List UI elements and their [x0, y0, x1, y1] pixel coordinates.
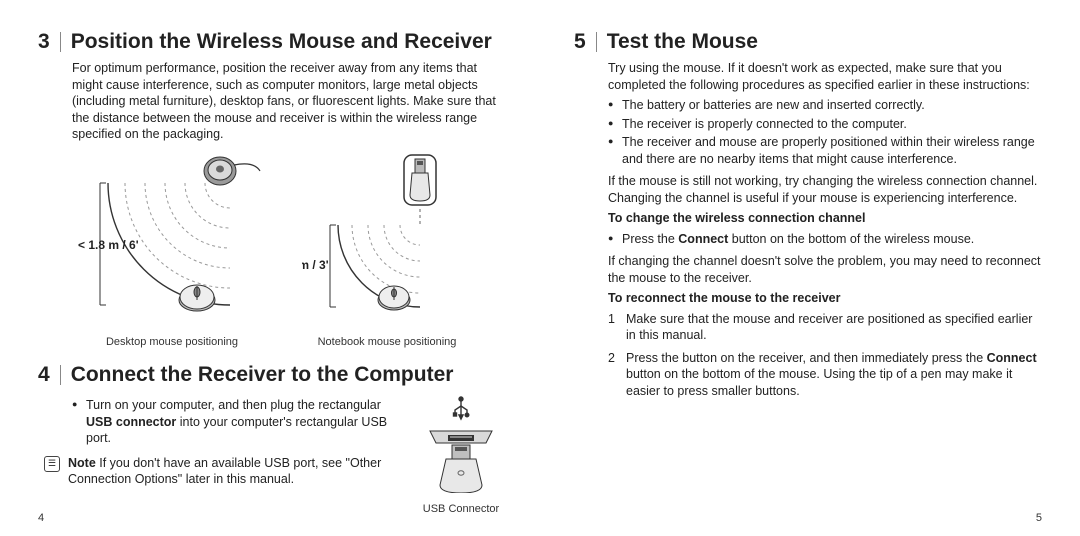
list-item: The battery or batteries are new and ins…: [608, 97, 1042, 114]
section-4-body: Turn on your computer, and then plug the…: [72, 393, 506, 516]
s5-intro: Try using the mouse. If it doesn't work …: [608, 60, 1042, 93]
range-label: < 1.8 m / 6': [78, 238, 139, 252]
section-3-head: 3 Position the Wireless Mouse and Receiv…: [38, 30, 506, 54]
s5-checklist: The battery or batteries are new and ins…: [608, 97, 1042, 167]
text: Press the: [622, 232, 678, 246]
note: ☰ Note If you don't have an available US…: [44, 455, 402, 488]
section-title: Test the Mouse: [607, 30, 758, 54]
sub-head-a: To change the wireless connection channe…: [608, 210, 1042, 227]
usb-caption: USB Connector: [416, 502, 506, 517]
section-title: Connect the Receiver to the Computer: [71, 363, 454, 387]
divider: [596, 32, 597, 52]
s5-para2: If the mouse is still not working, try c…: [608, 173, 1042, 206]
bold: Connect: [987, 351, 1037, 365]
section-title: Position the Wireless Mouse and Receiver: [71, 30, 492, 54]
bold: Connect: [678, 232, 728, 246]
section-num: 3: [38, 30, 50, 54]
step-b2: 2 Press the button on the receiver, and …: [608, 350, 1042, 400]
section-3-body: For optimum performance, position the re…: [72, 60, 506, 349]
diagrams-row: < 1.8 m / 6' Desktop mouse positioning: [72, 153, 506, 350]
step-a: Press the Connect button on the bottom o…: [608, 231, 1042, 248]
note-icon: ☰: [44, 456, 60, 472]
text: button on the bottom of the wireless mou…: [728, 232, 974, 246]
page-left: 3 Position the Wireless Mouse and Receiv…: [0, 0, 540, 536]
text: Turn on your computer, and then plug the…: [86, 398, 381, 412]
page-right: 5 Test the Mouse Try using the mouse. If…: [540, 0, 1080, 536]
diagram-caption: Notebook mouse positioning: [302, 335, 472, 350]
step-b1: 1Make sure that the mouse and receiver a…: [608, 311, 1042, 344]
section-5-body: Try using the mouse. If it doesn't work …: [608, 60, 1042, 399]
reconnect-steps: 1Make sure that the mouse and receiver a…: [608, 311, 1042, 400]
page-number: 4: [38, 512, 44, 524]
bold: USB connector: [86, 415, 176, 429]
s4-bullet: Turn on your computer, and then plug the…: [72, 397, 402, 447]
section-4-head: 4 Connect the Receiver to the Computer: [38, 363, 506, 387]
list-item: The receiver and mouse are properly posi…: [608, 134, 1042, 167]
text: Make sure that the mouse and receiver ar…: [626, 312, 1032, 343]
range-label: < 1 m / 3': [302, 258, 329, 272]
diagram-desktop: < 1.8 m / 6' Desktop mouse positioning: [72, 153, 272, 350]
section-3-text: For optimum performance, position the re…: [72, 60, 506, 143]
note-body: If you don't have an available USB port,…: [68, 456, 381, 487]
divider: [60, 365, 61, 385]
list-item: The receiver is properly connected to th…: [608, 116, 1042, 133]
diagram-notebook-svg: < 1 m / 3': [302, 153, 472, 333]
sub-head-b: To reconnect the mouse to the receiver: [608, 290, 1042, 307]
note-text: Note If you don't have an available USB …: [68, 455, 402, 488]
divider: [60, 32, 61, 52]
diagram-notebook: < 1 m / 3' Notebook mouse positioning: [302, 153, 472, 350]
note-label: Note: [68, 456, 96, 470]
text: Press the button on the receiver, and th…: [626, 351, 987, 365]
text: button on the bottom of the mouse. Using…: [626, 367, 1012, 398]
usb-diagram: USB Connector: [416, 393, 506, 516]
section-5-head: 5 Test the Mouse: [574, 30, 1042, 54]
page-number: 5: [1036, 512, 1042, 524]
section-num: 5: [574, 30, 586, 54]
s5-para3: If changing the channel doesn't solve th…: [608, 253, 1042, 286]
diagram-desktop-svg: < 1.8 m / 6': [72, 153, 272, 333]
diagram-caption: Desktop mouse positioning: [72, 335, 272, 350]
usb-svg: [416, 393, 506, 493]
section-num: 4: [38, 363, 50, 387]
